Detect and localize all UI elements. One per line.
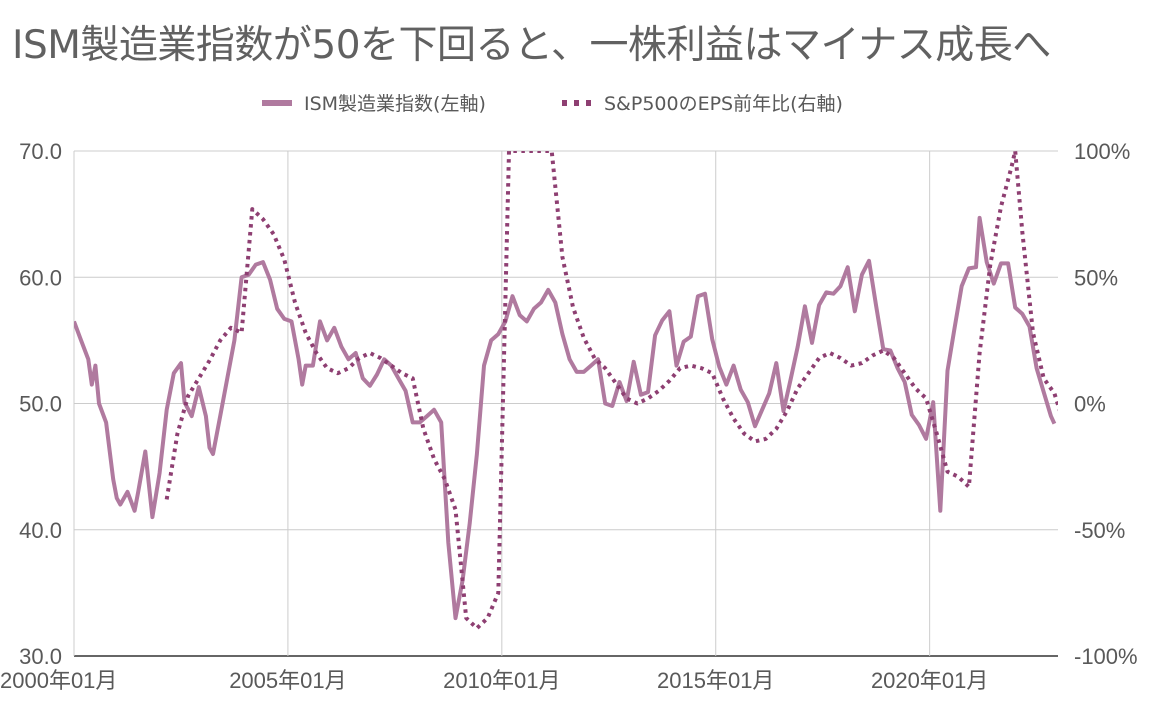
y-left-tick-label: 50.0: [19, 392, 62, 417]
y-left-tick-label: 70.0: [19, 139, 62, 164]
x-tick-label: 2005年01月: [229, 668, 346, 693]
axis-layer: 30.0 40.0 50.0 60.0 70.0 -100% -50% 0% 50% 100% 20…: [0, 139, 1138, 693]
y-right-tick-label: 0%: [1074, 392, 1106, 417]
y-right-tick-label: 100%: [1074, 139, 1130, 164]
legend-label-ism: ISM製造業指数(左軸): [304, 93, 486, 115]
chart-title: ISM製造業指数が50を下回ると、一株利益はマイナス成長へ: [12, 23, 1051, 68]
y-left-tick-label: 30.0: [19, 644, 62, 669]
x-tick-label: 2000年01月: [0, 668, 117, 693]
x-tick-label: 2015年01月: [657, 668, 774, 693]
y-left-tick-label: 60.0: [19, 265, 62, 290]
y-left-tick-label: 40.0: [19, 518, 62, 543]
x-tick-label: 2010年01月: [443, 668, 560, 693]
legend: ISM製造業指数(左軸) S&P500のEPS前年比(右軸): [262, 93, 843, 115]
x-tick-label: 2020年01月: [871, 668, 988, 693]
series-layer: [74, 151, 1058, 631]
y-right-tick-label: -100%: [1074, 644, 1138, 669]
series-line-ism: [74, 215, 1057, 621]
legend-label-eps: S&P500のEPS前年比(右軸): [604, 93, 843, 115]
y-right-tick-label: 50%: [1074, 265, 1118, 290]
y-right-tick-label: -50%: [1074, 518, 1125, 543]
series-line-eps: [164, 151, 1058, 631]
